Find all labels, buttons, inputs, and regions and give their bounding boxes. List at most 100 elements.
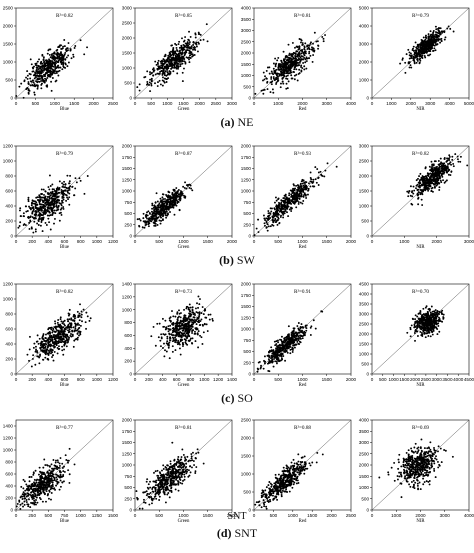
one-to-one-line [371,145,470,237]
data-point [287,67,290,70]
data-point [50,67,53,70]
data-point [289,61,292,64]
data-point [54,322,57,325]
data-point [442,179,445,182]
data-point [178,46,181,49]
data-point [165,216,168,219]
data-point [44,342,47,345]
data-point [83,192,86,195]
data-point [39,205,42,208]
data-point [36,66,39,69]
data-point [175,322,178,325]
data-point [424,44,427,47]
data-point [277,56,280,59]
data-point [265,226,268,229]
data-point [53,222,55,225]
data-point [46,332,49,335]
data-point [52,328,55,330]
data-point [160,208,163,211]
data-point [306,193,309,196]
data-point [178,54,181,57]
data-point [35,84,38,87]
data-point [276,223,279,226]
data-point [162,212,165,215]
data-point [41,78,44,81]
data-point [38,202,41,205]
data-point [449,174,452,177]
data-point [438,165,441,167]
data-point [165,74,168,77]
data-point [269,207,272,210]
data-point [86,315,89,318]
data-point [182,55,185,58]
data-point [49,75,52,78]
data-point [188,315,190,318]
data-point [58,331,61,334]
data-point [294,200,297,203]
data-point [409,54,412,57]
data-point [273,208,276,211]
data-point [182,194,185,197]
data-point [49,194,52,197]
data-point [35,348,37,351]
data-point [159,214,162,216]
data-point [184,334,187,336]
data-point [164,200,167,203]
data-point [315,181,318,184]
data-point [156,216,159,219]
data-point [276,59,279,62]
data-point [145,223,148,226]
data-point [276,362,278,365]
data-point [43,340,46,342]
x-axis-label: Green [178,107,190,112]
data-point [427,178,430,181]
data-point [57,70,60,73]
data-point [442,30,445,33]
data-point [63,342,66,345]
y-tick-label: 1000 [122,307,133,312]
data-point [291,60,294,63]
data-point [425,186,428,189]
data-point [76,338,79,341]
data-point [192,44,195,46]
data-point [316,40,319,43]
data-point [39,70,42,73]
y-tick-label: 1000 [359,78,370,83]
data-point [162,347,164,349]
data-point [420,48,423,51]
data-point [184,36,187,38]
data-point [417,203,420,206]
data-point [262,71,265,74]
data-point [293,194,296,197]
data-point [436,27,439,30]
x-tick-label: 1000 [178,239,189,244]
data-point [412,185,415,188]
data-point [51,77,54,79]
data-point [46,85,49,88]
data-point [171,49,174,52]
data-point [157,67,160,70]
data-point [163,55,166,58]
data-point [49,69,52,72]
data-point [25,205,27,208]
data-point [194,32,197,35]
data-point [179,192,182,195]
data-point [273,213,276,215]
data-point [305,181,308,184]
data-point [268,66,271,69]
data-point [418,49,421,52]
data-point [43,61,45,64]
data-point [430,174,433,177]
data-point [293,66,296,69]
data-point [70,333,72,335]
data-point [37,355,40,358]
data-point [201,343,204,345]
data-point [193,316,196,319]
y-tick-label: 1400 [122,282,133,287]
data-point [166,66,169,69]
data-point [302,200,305,202]
r-squared-annotation: R²=0.82 [412,151,429,157]
data-point [211,319,214,322]
y-tick-label: 400 [5,342,13,347]
data-point [51,68,54,71]
